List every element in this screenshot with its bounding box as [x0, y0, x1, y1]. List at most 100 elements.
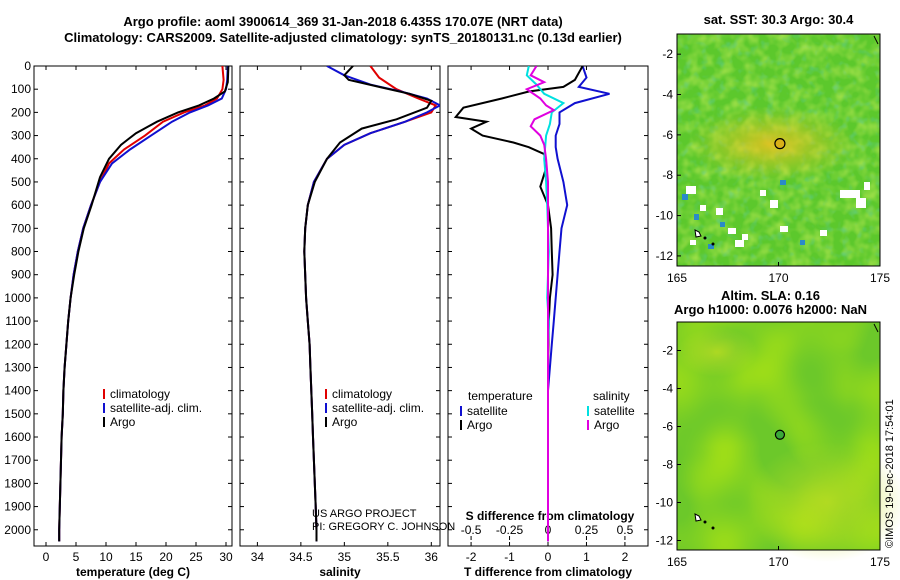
y-tick-label: -6: [662, 128, 673, 142]
y-tick-label: 200: [11, 105, 31, 119]
y-tick-label: 1300: [4, 360, 31, 374]
y-tick-label: -10: [656, 209, 674, 223]
missing-data-cell: [735, 240, 744, 247]
missing-data-cell: [728, 228, 736, 234]
y-tick-label: -4: [662, 88, 673, 102]
pi-credit: PI: GREGORY C. JOHNSON: [312, 521, 455, 533]
profile-panels: 0100200300400500600700800900100011001200…: [4, 59, 649, 579]
x-tick-label: 36: [425, 550, 439, 564]
x-tick-label: 35.5: [376, 550, 400, 564]
x-tick-label: 25: [189, 550, 203, 564]
y-tick-label: 1200: [4, 337, 31, 351]
legend-label: satellite: [594, 404, 635, 418]
map-subtitle: Argo h1000: 0.0076 h2000: NaN: [674, 302, 867, 317]
x-axis-label: salinity: [319, 565, 361, 579]
series-line-argo: [303, 66, 433, 542]
y-tick-label: 1400: [4, 384, 31, 398]
y-tick-label: -4: [662, 382, 673, 396]
x-tick-label: -2: [466, 550, 477, 564]
y-tick-label: 300: [11, 129, 31, 143]
x-tick-label: 10: [99, 550, 113, 564]
cool-cell: [720, 222, 725, 227]
s-axis-label: S difference from climatology: [466, 509, 635, 523]
missing-data-cell: [690, 240, 696, 245]
x-tick-label: 165: [667, 271, 687, 285]
y-tick-label: 1800: [4, 476, 31, 490]
x-tick-label: 1: [583, 550, 590, 564]
y-tick-label: 1900: [4, 500, 31, 514]
missing-data-cell: [742, 234, 748, 240]
y-tick-label: 1500: [4, 407, 31, 421]
y-tick-label: 1600: [4, 430, 31, 444]
missing-data-cell: [780, 226, 788, 232]
map-title: Altim. SLA: 0.16: [721, 288, 820, 303]
series-line-climatology: [58, 66, 225, 542]
coastline: [873, 35, 879, 45]
missing-data-cell: [840, 190, 860, 198]
high-sla-patch: [677, 327, 757, 377]
missing-data-cell: [700, 205, 706, 211]
x-tick-label: 15: [129, 550, 143, 564]
legend-label: Argo: [110, 415, 136, 429]
y-tick-label: 900: [11, 268, 31, 282]
panel-sst-map: 165 170 175 -2 -4 -6 -8 -10 -12 sat. SST: 30.3 Ar…: [656, 12, 891, 285]
y-tick-label: 100: [11, 82, 31, 96]
x-tick-label: 175: [870, 555, 890, 569]
cool-cell: [800, 240, 805, 245]
cool-cell: [694, 214, 699, 220]
legend-label: climatology: [110, 387, 170, 401]
y-tick-label: 1700: [4, 453, 31, 467]
x-tick-label: 0: [545, 550, 552, 564]
missing-data-cell: [760, 190, 766, 196]
x-tick-label: 35: [338, 550, 352, 564]
missing-data-cell: [716, 208, 723, 215]
island: [694, 229, 702, 238]
missing-data-cell: [864, 182, 870, 190]
x-tick-label: 30: [219, 550, 233, 564]
s-tick-label: -0.5: [461, 523, 482, 537]
series-line-climatology: [303, 66, 438, 542]
x-tick-label: -1: [504, 550, 515, 564]
legend-label: climatology: [332, 387, 392, 401]
y-tick-label: 800: [11, 245, 31, 259]
map-title: sat. SST: 30.3 Argo: 30.4: [704, 12, 855, 27]
coastline: [873, 323, 879, 333]
s-tick-label: 0.5: [617, 523, 634, 537]
warm-patch: [687, 106, 857, 182]
y-tick-label: 700: [11, 221, 31, 235]
cool-cell: [780, 180, 786, 185]
x-tick-label: 0: [43, 550, 50, 564]
series-line-argo: [453, 66, 584, 542]
legend-title: salinity: [593, 389, 630, 403]
map-panels: 165 170 175 -2 -4 -6 -8 -10 -12 sat. SST: 30.3 Ar…: [656, 12, 900, 569]
x-tick-label: 20: [159, 550, 173, 564]
y-tick-label: 0: [24, 59, 31, 73]
missing-data-cell: [820, 230, 827, 236]
island: [694, 513, 702, 522]
s-tick-label: 0.25: [575, 523, 599, 537]
x-axis-label: temperature (deg C): [76, 565, 190, 579]
series-line-satellite: [525, 66, 566, 542]
missing-data-cell: [770, 200, 778, 208]
y-tick-label: 2000: [4, 523, 31, 537]
legend-label: satellite-adj. clim.: [332, 401, 424, 415]
panel-sla-map: 165 170 175 -2 -4 -6 -8 -10 -12 Altim. SLA: 0.16A…: [656, 288, 900, 569]
cool-cell: [708, 244, 714, 249]
y-tick-label: 400: [11, 152, 31, 166]
y-tick-label: -12: [656, 249, 674, 263]
legend-label: Argo: [594, 418, 620, 432]
header-line-2: Climatology: CARS2009. Satellite-adjuste…: [64, 30, 622, 45]
y-tick-label: -12: [656, 534, 674, 548]
island: [703, 236, 707, 240]
imos-stamp: ©IMOS 19-Dec-2018 17:54:01: [884, 399, 896, 548]
y-tick-label: -2: [662, 344, 673, 358]
project-credit: US ARGO PROJECT: [312, 508, 417, 520]
x-tick-label: 165: [667, 555, 687, 569]
argo-position-marker: [774, 429, 786, 440]
series-line-satellite: [547, 66, 610, 542]
legend-label: Argo: [467, 418, 493, 432]
y-tick-label: 500: [11, 175, 31, 189]
y-tick-label: -2: [662, 47, 673, 61]
legend-title: temperature: [468, 389, 533, 403]
